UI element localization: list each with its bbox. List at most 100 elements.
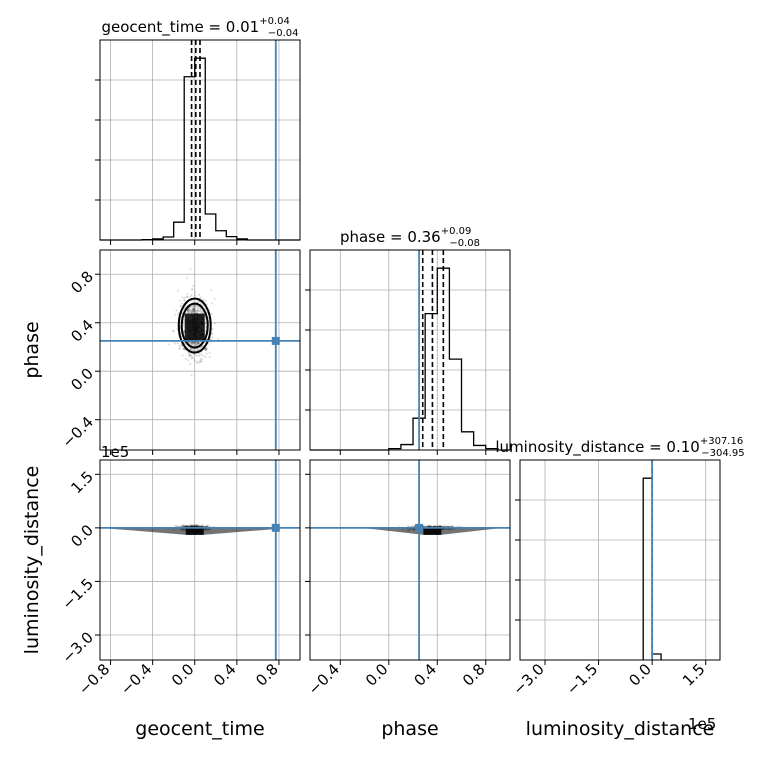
scatter-point <box>194 309 197 312</box>
scatter-point <box>193 304 196 307</box>
scatter-point <box>179 299 182 302</box>
scatter-point <box>205 347 208 350</box>
scatter-point <box>183 300 186 303</box>
scatter-point <box>191 311 194 314</box>
scatter-point <box>205 303 208 306</box>
xlabel-phase: phase <box>381 718 438 740</box>
scatter-point <box>192 341 195 344</box>
scatter-point <box>190 308 193 311</box>
scatter-point <box>197 342 200 345</box>
scatter-point <box>186 311 189 314</box>
x-tick-label: −1.5 <box>563 660 601 698</box>
x-tick-label: 0.8 <box>252 660 282 690</box>
scatter-point <box>190 374 193 377</box>
scatter-point <box>199 308 203 311</box>
scatter-point <box>194 305 197 308</box>
scatter-point <box>181 354 184 357</box>
scatter-point <box>192 342 195 345</box>
scatter-point <box>182 524 185 527</box>
scatter-point <box>198 354 201 357</box>
scatter-point <box>198 525 202 528</box>
scatter-point <box>190 342 194 345</box>
y-tick-label: −0.4 <box>59 413 97 451</box>
scatter-point <box>207 525 210 528</box>
scatter-point <box>191 308 194 311</box>
scatter-point <box>182 525 185 528</box>
scatter-point <box>197 341 200 344</box>
title-luminosity-distance: luminosity_distance = 0.10+307.16 −304.95 <box>495 436 744 459</box>
panel-frame <box>519 459 721 661</box>
scatter-point <box>187 359 190 362</box>
panel-luminosity-distance-histogram: −3.0 −1.5 0.0 1.5 <box>509 459 721 699</box>
scatter-point <box>439 525 442 528</box>
scatter-point <box>196 342 199 346</box>
scatter-point <box>178 346 181 349</box>
scatter-point <box>182 319 185 322</box>
scatter-point <box>422 524 425 527</box>
scatter-point <box>174 342 177 345</box>
scatter-point <box>192 308 195 311</box>
scatter-point <box>192 307 196 311</box>
scatter-point <box>179 304 182 307</box>
scatter-point <box>190 343 193 347</box>
scatter-point <box>198 308 201 312</box>
x-tick-label: −0.4 <box>305 660 343 698</box>
scatter-point <box>438 524 441 527</box>
scatter-point <box>190 341 193 345</box>
scatter-point <box>210 333 214 336</box>
scatter-point <box>176 289 180 292</box>
scatter-point <box>190 310 193 313</box>
scatter-point <box>191 342 194 345</box>
x-tick-label: −0.4 <box>117 660 155 698</box>
scatter-point <box>197 305 200 309</box>
offset-label-left: 1e5 <box>101 443 129 461</box>
scatter-point <box>194 310 197 313</box>
y-tick-label: 0.8 <box>67 268 97 298</box>
scatter-point <box>190 341 193 344</box>
scatter-point <box>211 302 214 305</box>
scatter-point <box>196 348 199 351</box>
scatter-point <box>196 308 199 311</box>
offset-label-bottom: 1e5 <box>688 715 716 733</box>
panel-frame <box>309 459 511 661</box>
scatter-point <box>200 310 203 314</box>
scatter-point <box>193 341 196 344</box>
scatter-point <box>190 357 193 360</box>
scatter-point <box>204 330 207 333</box>
scatter-point <box>213 297 216 300</box>
scatter-point <box>451 525 454 528</box>
scatter-point <box>190 305 193 308</box>
scatter-point <box>196 525 199 528</box>
panel-phase-vs-geocent-time: −0.4 0.0 0.4 0.8 <box>59 249 301 455</box>
scatter-point <box>195 342 198 346</box>
scatter-point <box>191 309 194 312</box>
x-tick-label: 0.0 <box>168 660 198 690</box>
panel-luminosity-distance-vs-phase: −0.4 0.0 0.4 0.8 <box>305 459 511 699</box>
scatter-point <box>195 354 198 358</box>
scatter-point <box>193 524 196 527</box>
scatter-point <box>200 345 204 348</box>
scatter-point <box>178 347 181 350</box>
scatter-point <box>183 525 186 528</box>
scatter-point <box>186 292 189 296</box>
scatter-point <box>198 360 201 363</box>
scatter-point <box>195 360 198 363</box>
scatter-point <box>184 525 187 528</box>
scatter-point <box>172 329 175 333</box>
scatter-point <box>192 524 195 527</box>
scatter-point <box>192 307 195 310</box>
scatter-point <box>186 524 189 527</box>
scatter-point <box>193 310 196 313</box>
scatter-points <box>100 524 290 535</box>
scatter-point <box>192 304 195 307</box>
scatter-point <box>197 524 200 527</box>
scatter-point <box>172 330 175 333</box>
scatter-point <box>186 295 189 298</box>
scatter-point <box>189 309 192 312</box>
scatter-point <box>191 288 194 291</box>
scatter-point <box>186 295 189 298</box>
scatter-point <box>193 306 196 309</box>
scatter-point <box>208 351 211 354</box>
scatter-point <box>443 524 446 528</box>
